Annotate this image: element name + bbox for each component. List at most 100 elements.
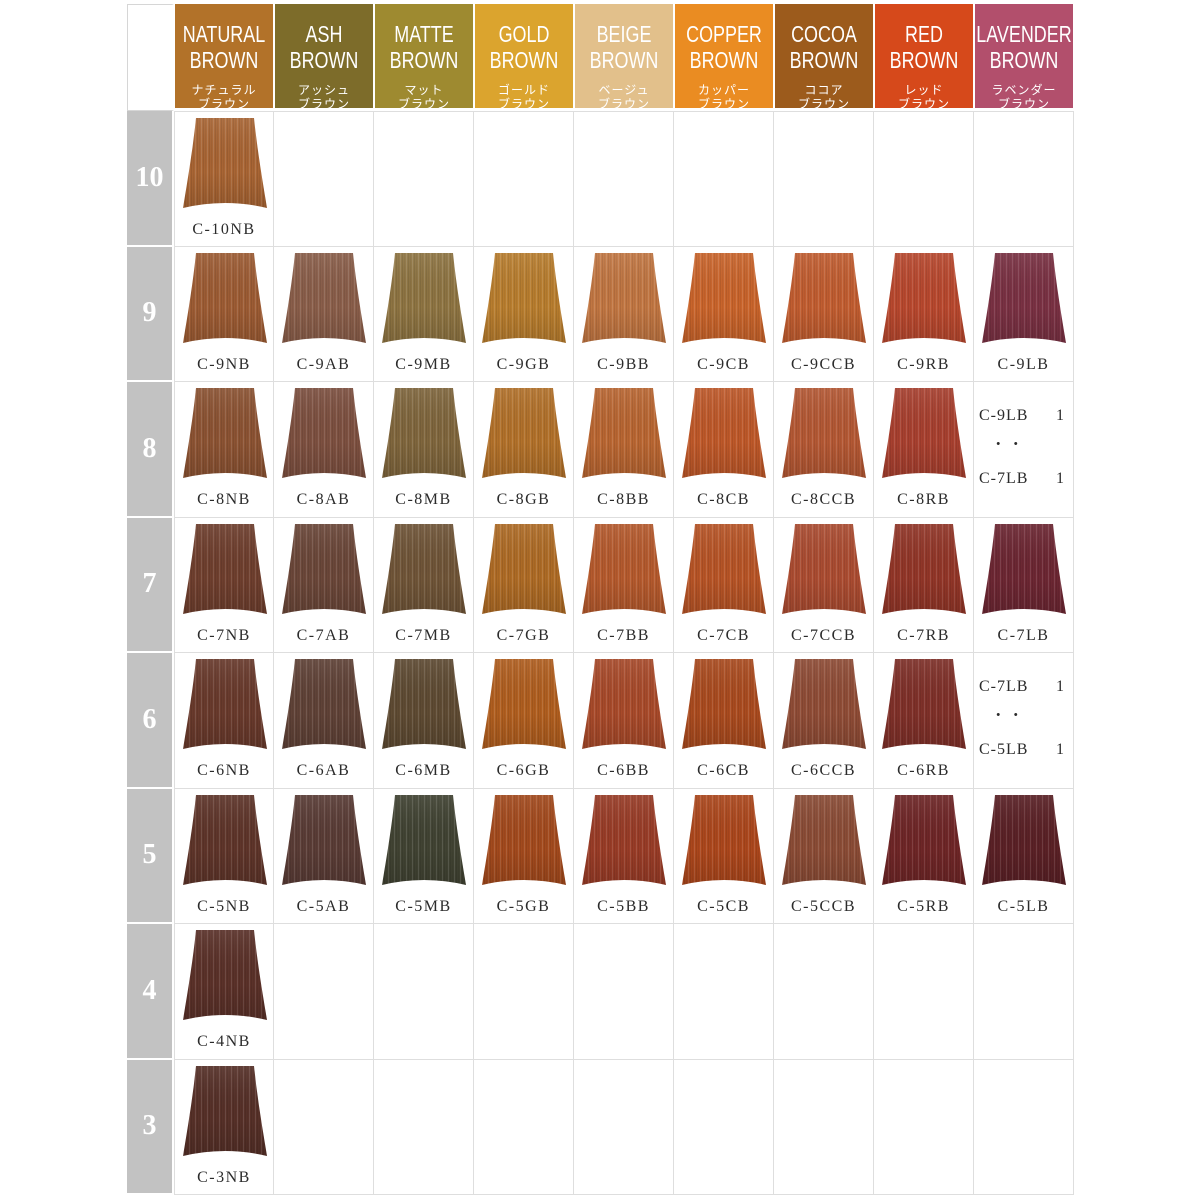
empty-cell xyxy=(674,111,774,247)
column-subtitle-line: ココア xyxy=(804,83,844,97)
empty-cell xyxy=(274,1059,374,1195)
color-cell: C-7CB xyxy=(674,517,774,653)
swatch-label: C-7GB xyxy=(496,626,551,644)
color-cell: C-7RB xyxy=(874,517,974,653)
column-subtitle-line: ベージュ xyxy=(598,83,650,97)
swatch-label: C-5CB xyxy=(697,897,750,915)
swatch-c-7bb xyxy=(582,523,666,614)
mix-cell: C-9LB 1 ・ ・ C-7LB 1 xyxy=(974,382,1074,518)
level-3: 3 xyxy=(127,1059,174,1195)
column-subtitle-jp: ラベンダー ブラウン xyxy=(975,83,1073,108)
color-cell: C-8RB xyxy=(874,382,974,518)
swatch-label: C-9LB xyxy=(997,355,1050,373)
empty-cell xyxy=(974,1059,1074,1195)
color-cell: C-5MB xyxy=(374,788,474,924)
swatch-c-9cb xyxy=(682,252,766,343)
color-cell: C-7LB xyxy=(974,517,1074,653)
swatch-c-7cb xyxy=(682,523,766,614)
swatch-c-9nb xyxy=(183,252,267,343)
swatch-c-5nb xyxy=(183,794,267,885)
color-cell: C-9MB xyxy=(374,246,474,382)
swatch-label: C-8GB xyxy=(496,491,551,508)
mix-cell: C-7LB 1 ・ ・ C-5LB 1 xyxy=(974,653,1074,789)
swatch-c-5bb xyxy=(582,794,666,885)
empty-cell xyxy=(874,924,974,1060)
swatch-c-4nb xyxy=(183,930,267,1020)
color-cell: C-6CCB xyxy=(774,653,874,789)
swatch-c-5ab xyxy=(282,794,366,885)
level-4: 4 xyxy=(127,924,174,1060)
swatch-label: C-8NB xyxy=(197,491,251,508)
swatch-label: C-8RB xyxy=(897,491,950,508)
swatch-c-8gb xyxy=(482,388,566,478)
column-title: BROWN xyxy=(989,47,1059,73)
swatch-c-7rb xyxy=(882,523,966,614)
hair-color-chart: NATURAL BROWN ナチュラル ブラウン ASH BROWN アッシュ ブラウン MAT… xyxy=(127,4,1074,1195)
swatch-label: C-7LB xyxy=(997,626,1050,644)
swatch-c-7nb xyxy=(183,523,267,614)
empty-cell xyxy=(574,1059,674,1195)
swatch-c-9ab xyxy=(282,252,366,343)
column-subtitle-line: ブラウン xyxy=(797,97,850,111)
swatch-label: C-5RB xyxy=(897,897,950,915)
mix-code: C-7LB xyxy=(979,470,1029,487)
level-7: 7 xyxy=(127,517,174,653)
swatch-label: C-5NB xyxy=(197,897,251,915)
column-subtitle-line: マット xyxy=(404,83,444,97)
swatch-c-6bb xyxy=(582,659,666,749)
column-subtitle-line: ラベンダー xyxy=(991,83,1057,97)
swatch-label: C-9NB xyxy=(197,355,251,373)
swatch-label: C-6NB xyxy=(197,762,251,779)
swatch-label: C-7RB xyxy=(897,626,950,644)
column-subtitle-line: ブラウン xyxy=(297,97,350,111)
swatch-label: C-8CB xyxy=(697,491,750,508)
swatch-c-5mb xyxy=(382,794,466,885)
swatch-label: C-6CCB xyxy=(790,762,856,779)
color-cell: C-9CCB xyxy=(774,246,874,382)
swatch-label: C-5AB xyxy=(296,897,351,915)
color-cell: C-7NB xyxy=(174,517,274,653)
color-cell: C-8BB xyxy=(574,382,674,518)
swatch-label: C-7NB xyxy=(197,626,251,644)
column-header-cocoa-brown: COCOA BROWN ココア ブラウン xyxy=(774,4,874,111)
color-cell: C-9AB xyxy=(274,246,374,382)
column-header-beige-brown: BEIGE BROWN ベージュ ブラウン xyxy=(574,4,674,111)
column-subtitle-line: ブラウン xyxy=(897,97,950,111)
swatch-label: C-8BB xyxy=(597,491,650,508)
color-cell: C-9CB xyxy=(674,246,774,382)
swatch-label: C-9GB xyxy=(496,355,551,373)
column-subtitle-jp: マット ブラウン xyxy=(375,83,473,108)
column-subtitle-line: ブラウン xyxy=(597,97,650,111)
column-header-red-brown: RED BROWN レッド ブラウン xyxy=(874,4,974,111)
swatch-c-7lb xyxy=(982,523,1066,614)
swatch-label: C-7CCB xyxy=(790,626,856,644)
mix-ratio: 1 xyxy=(1056,470,1065,487)
swatch-c-5ccb xyxy=(782,794,866,885)
swatch-label: C-7AB xyxy=(296,626,351,644)
swatch-label: C-5LB xyxy=(997,897,1050,915)
swatch-c-5cb xyxy=(682,794,766,885)
swatch-label: C-9RB xyxy=(897,355,950,373)
column-title: RED xyxy=(905,21,943,47)
empty-cell xyxy=(374,111,474,247)
color-cell: C-8NB xyxy=(174,382,274,518)
empty-cell xyxy=(674,1059,774,1195)
swatch-c-6nb xyxy=(183,659,267,749)
swatch-label: C-5GB xyxy=(496,897,551,915)
color-cell: C-6GB xyxy=(474,653,574,789)
column-title: BROWN xyxy=(589,47,659,73)
column-header-matte-brown: MATTE BROWN マット ブラウン xyxy=(374,4,474,111)
swatch-c-8bb xyxy=(582,388,666,478)
column-subtitle-jp: ゴールド ブラウン xyxy=(475,83,573,108)
swatch-label: C-10NB xyxy=(192,221,256,238)
swatch-label: C-5BB xyxy=(597,897,650,915)
level-10: 10 xyxy=(127,111,174,247)
empty-cell xyxy=(474,1059,574,1195)
empty-cell xyxy=(774,111,874,247)
mix-code: C-5LB xyxy=(979,741,1029,758)
swatch-label: C-7BB xyxy=(597,626,650,644)
color-cell: C-9NB xyxy=(174,246,274,382)
swatch-c-8mb xyxy=(382,388,466,478)
swatch-label: C-8AB xyxy=(296,491,351,508)
column-title: GOLD xyxy=(498,21,550,47)
